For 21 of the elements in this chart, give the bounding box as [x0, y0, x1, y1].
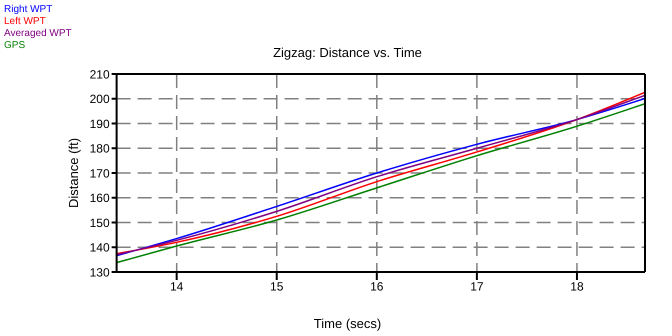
x-tick-label: 18 [570, 280, 584, 294]
y-tick-label: 140 [90, 240, 110, 255]
x-tick-label: 14 [170, 280, 184, 294]
y-tick-label: 200 [90, 92, 110, 106]
text: Averaged WPT [4, 28, 72, 40]
chart-title: Zigzag: Distance vs. Time [272, 45, 423, 60]
y-tick-label: 210 [90, 67, 110, 82]
x-tick-label: 17 [470, 280, 484, 294]
y-tick-label: 130 [90, 265, 110, 280]
y-tick-label: 180 [90, 142, 110, 156]
text: Left WPT [4, 16, 47, 28]
x-axis-title: Time (secs) [312, 316, 382, 331]
text: Right WPT [4, 4, 54, 16]
x-tick-label: 16 [370, 280, 384, 294]
y-tick-label: 170 [90, 166, 110, 180]
x-tick-label: 15 [270, 280, 284, 294]
text: GPS [4, 40, 26, 52]
y-tick-label: 190 [90, 116, 110, 131]
y-tick-label: 160 [90, 191, 110, 206]
y-tick-label: 150 [90, 216, 110, 230]
y-axis-title: Distance (ft) [66, 138, 82, 208]
